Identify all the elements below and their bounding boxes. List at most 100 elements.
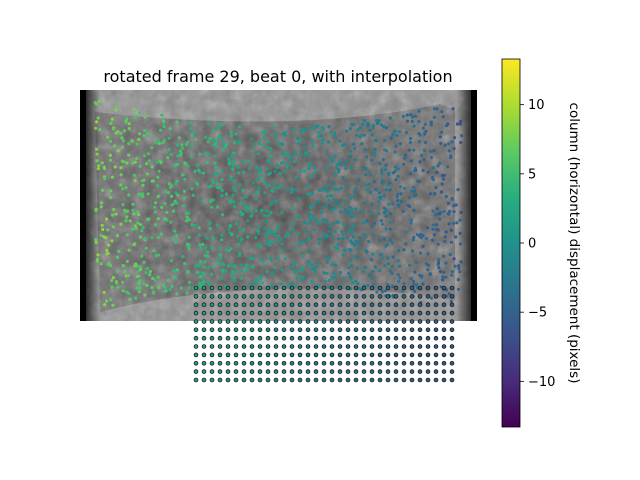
tracked-point: [120, 136, 124, 140]
grid-point: [241, 344, 247, 349]
grid-point: [409, 294, 415, 299]
grid-point: [361, 335, 367, 341]
tracked-point: [168, 127, 172, 131]
grid-point: [409, 285, 415, 291]
grid-point: [401, 335, 407, 341]
grid-point: [377, 344, 383, 349]
tracked-point: [306, 263, 310, 267]
grid-point: [369, 344, 375, 349]
tracked-point: [109, 298, 113, 302]
grid-point: [209, 327, 215, 333]
grid-point: [273, 369, 279, 374]
tracked-point: [345, 159, 349, 163]
tracked-point: [294, 175, 299, 179]
grid-point: [225, 369, 231, 374]
tracked-point: [343, 162, 347, 166]
tracked-point: [342, 223, 346, 227]
tracked-point: [292, 159, 296, 163]
tracked-point: [409, 276, 413, 281]
grid-point: [329, 344, 335, 349]
tracked-point: [133, 178, 137, 183]
tracked-point: [185, 242, 190, 246]
tracked-point: [354, 279, 358, 283]
tracked-point: [393, 150, 397, 154]
tracked-point: [323, 279, 327, 283]
tracked-point: [196, 163, 200, 168]
tracked-point: [221, 148, 225, 152]
tracked-point: [132, 212, 136, 216]
tracked-point: [443, 239, 447, 244]
tracked-point: [206, 250, 210, 254]
grid-point: [321, 369, 327, 374]
tracked-point: [457, 264, 461, 268]
tracked-point: [313, 170, 317, 175]
tracked-point: [242, 170, 246, 175]
tracked-point: [244, 268, 249, 272]
grid-point: [241, 294, 247, 299]
tracked-point: [262, 213, 267, 218]
tracked-point: [361, 209, 365, 213]
tracked-point: [155, 184, 160, 188]
tracked-point: [110, 117, 114, 121]
tracked-point: [398, 130, 402, 134]
grid-point: [297, 327, 303, 333]
grid-point: [409, 319, 415, 324]
tracked-point: [199, 246, 203, 250]
tracked-point: [198, 152, 202, 156]
tracked-point: [403, 153, 408, 157]
grid-point: [313, 294, 319, 299]
tracked-point: [114, 104, 119, 108]
tracked-point: [421, 126, 425, 130]
tracked-point: [369, 173, 373, 177]
tracked-point: [274, 135, 279, 139]
tracked-point: [241, 188, 245, 192]
tracked-point: [209, 198, 213, 202]
tracked-point: [187, 286, 191, 290]
tracked-point: [429, 123, 433, 127]
tracked-point: [208, 136, 212, 141]
tracked-point: [374, 187, 378, 191]
tracked-point: [279, 241, 283, 245]
tracked-point: [411, 238, 415, 242]
tracked-point: [419, 275, 423, 279]
tracked-point: [95, 152, 99, 156]
tracked-point: [325, 234, 329, 238]
grid-point: [241, 352, 247, 358]
tracked-point: [434, 213, 438, 217]
tracked-point: [146, 217, 150, 221]
tracked-point: [358, 135, 362, 139]
tracked-point: [372, 153, 376, 157]
grid-point: [297, 310, 303, 316]
grid-point: [257, 302, 263, 308]
grid-point: [201, 302, 207, 308]
tracked-point: [335, 247, 340, 251]
grid-point: [265, 369, 271, 374]
tracked-point: [287, 232, 291, 236]
tracked-point: [304, 128, 308, 132]
tracked-point: [291, 206, 295, 211]
tracked-point: [356, 282, 360, 286]
grid-point: [305, 302, 311, 308]
tracked-point: [352, 122, 356, 126]
grid-point: [425, 335, 431, 341]
tracked-point: [384, 227, 388, 231]
grid-point: [369, 327, 375, 333]
grid-point: [369, 319, 375, 324]
grid-point: [449, 377, 455, 383]
tracked-point: [120, 159, 125, 163]
grid-point: [305, 377, 311, 383]
tracked-point: [317, 220, 321, 224]
tracked-point: [220, 233, 224, 237]
tracked-point: [266, 145, 270, 149]
tracked-point: [189, 126, 193, 130]
tracked-point: [423, 122, 427, 126]
tracked-point: [215, 181, 219, 185]
tracked-point: [211, 198, 215, 202]
tracked-point: [263, 130, 267, 134]
grid-point: [281, 319, 287, 324]
tracked-point: [397, 279, 401, 283]
tracked-point: [407, 204, 412, 208]
tracked-point: [413, 114, 418, 118]
tracked-point: [405, 119, 410, 123]
tracked-point: [438, 161, 442, 165]
